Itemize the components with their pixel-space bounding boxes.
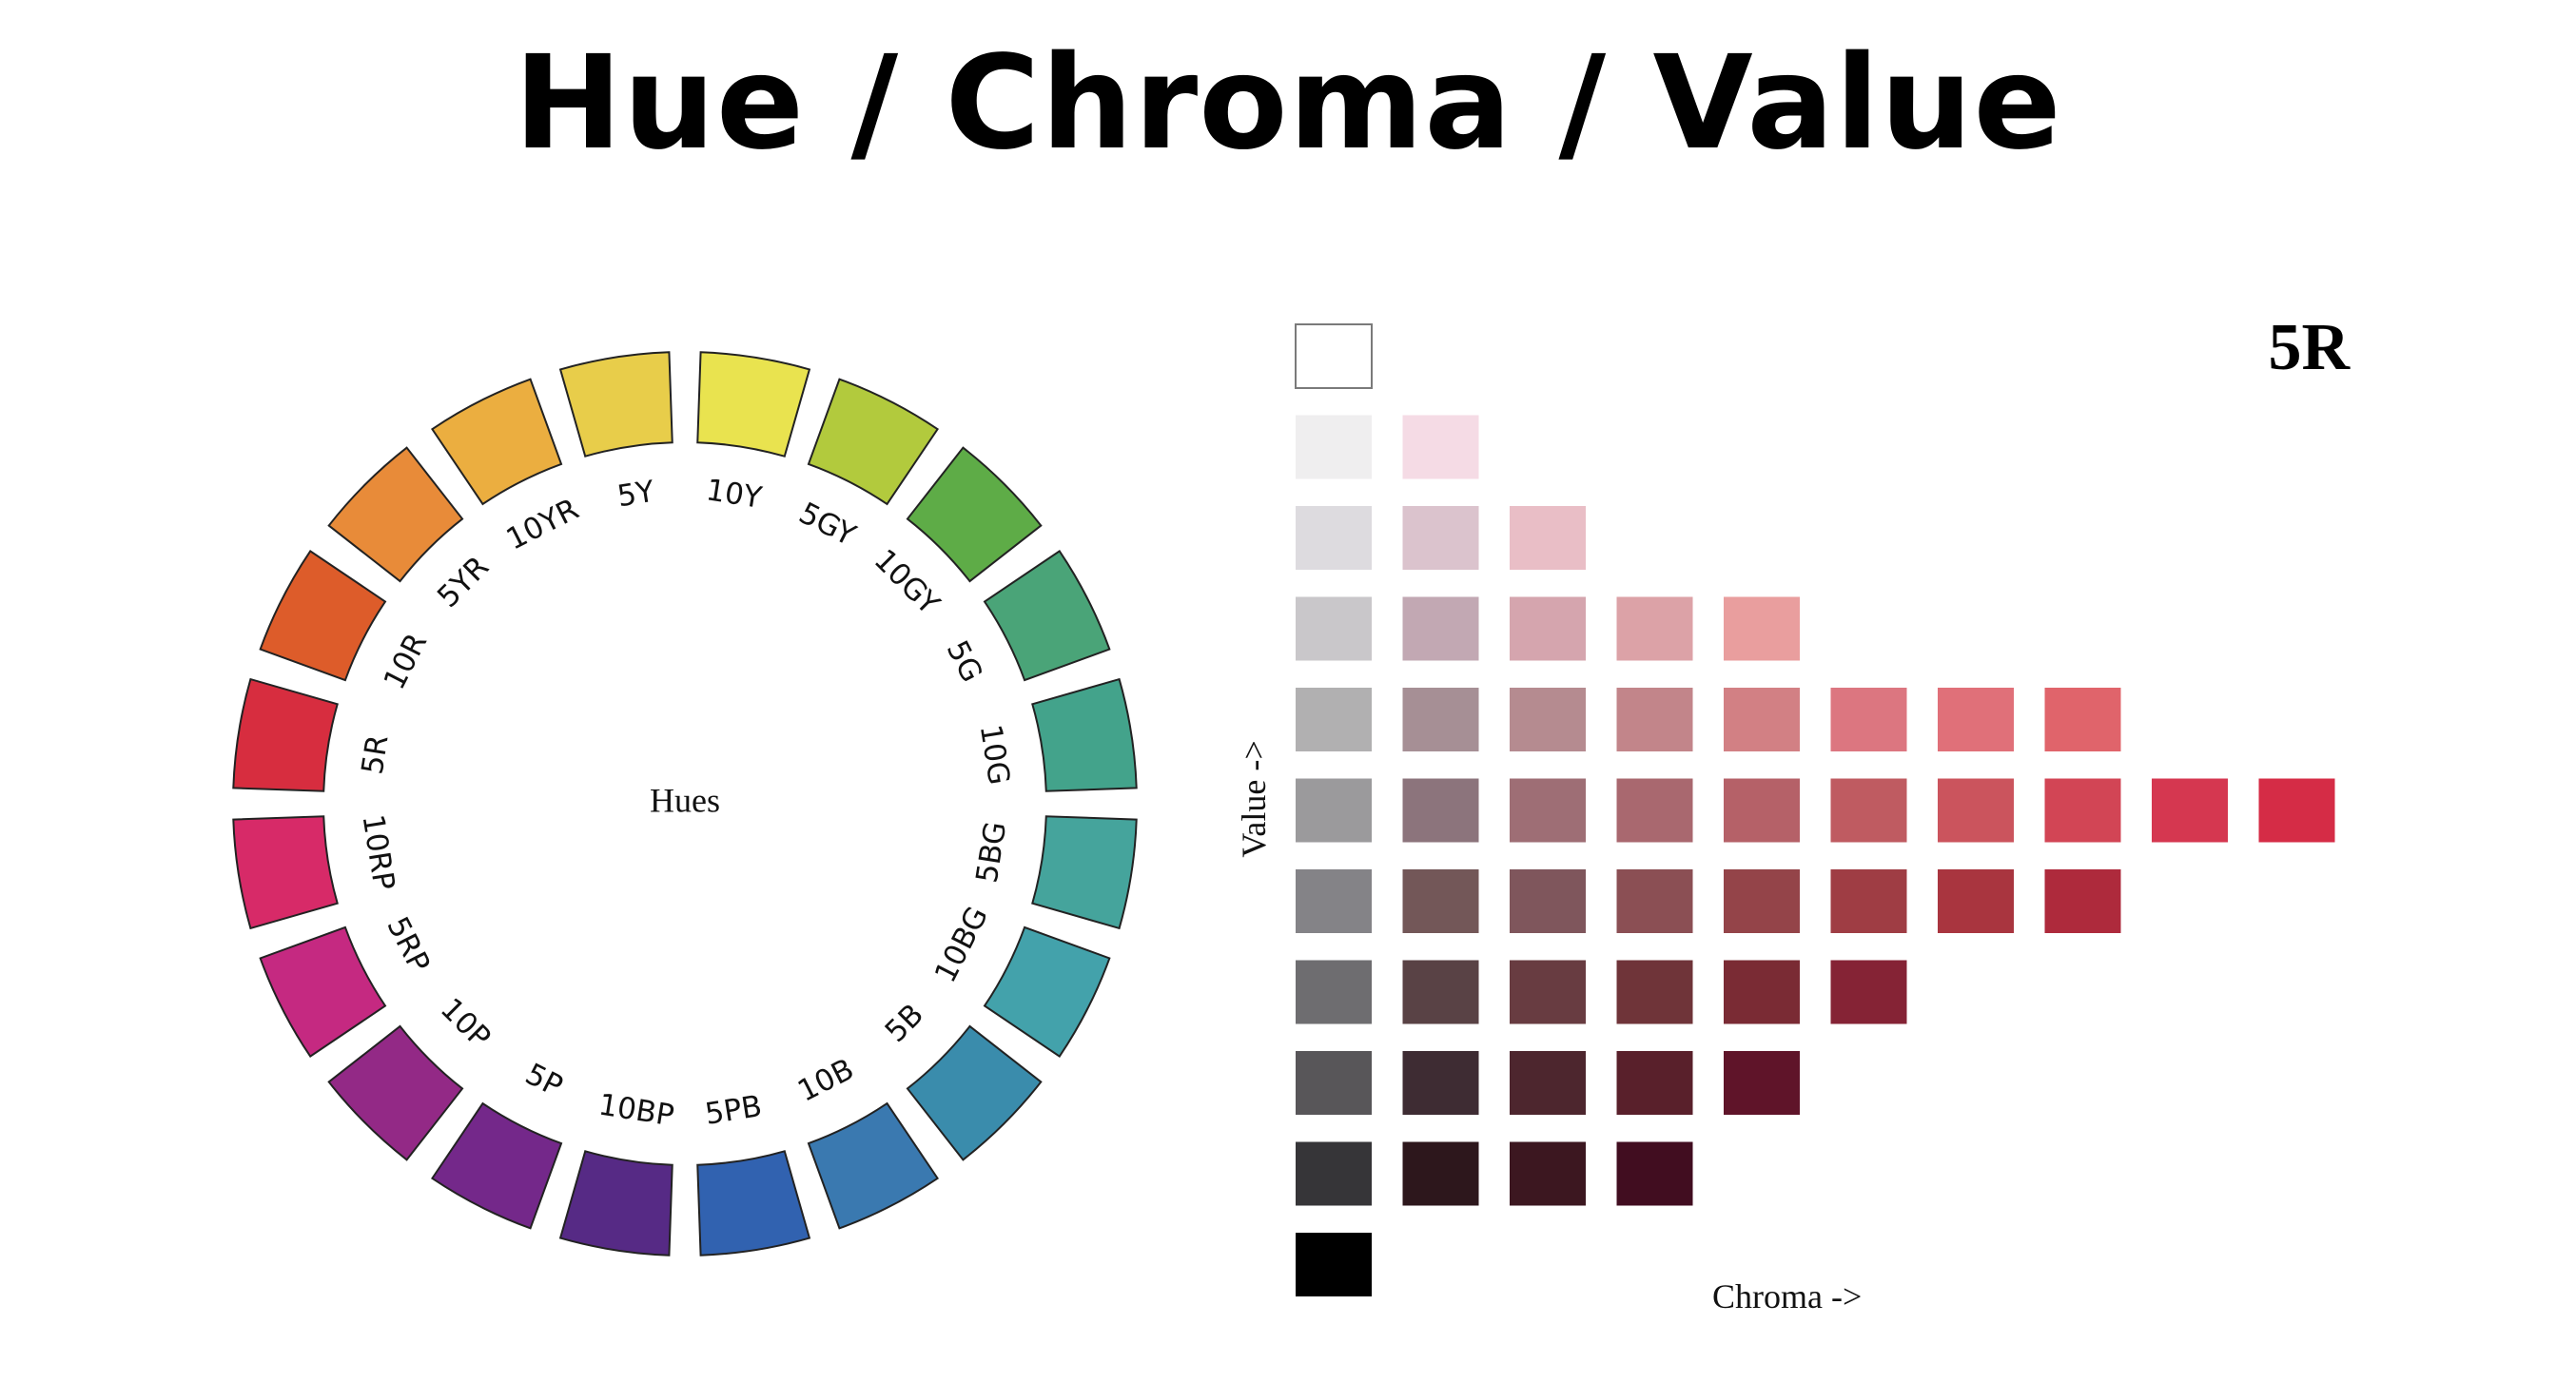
hue-segment-10p <box>327 1024 464 1161</box>
chip-value-5-chroma-1 <box>1402 778 1479 843</box>
chip-value-2-chroma-0 <box>1296 1051 1372 1115</box>
hue-wheel: 10Y5GY10GY5G10G5BG10BG5B10B5PB10BP5P10P5… <box>232 351 1138 1256</box>
chip-value-5-chroma-5 <box>1830 778 1907 843</box>
chip-value-3-chroma-1 <box>1402 960 1479 1024</box>
hue-segment-5p <box>430 1101 563 1230</box>
hue-segment-5rp <box>259 925 387 1059</box>
hue-segment-10bp <box>558 1150 673 1256</box>
chip-value-9-chroma-0 <box>1296 415 1372 479</box>
chip-value-1-chroma-0 <box>1296 1141 1372 1206</box>
chip-value-1-chroma-2 <box>1510 1141 1586 1206</box>
chip-value-9-chroma-1 <box>1402 415 1479 479</box>
value-axis-label: Value -> <box>1235 740 1273 858</box>
hue-segment-5pb <box>696 1150 811 1256</box>
chip-value-2-chroma-4 <box>1724 1051 1800 1115</box>
chip-value-4-chroma-4 <box>1724 869 1800 933</box>
hue-segment-5b <box>906 1024 1043 1161</box>
chip-value-7-chroma-1 <box>1402 596 1479 661</box>
chip-value-7-chroma-0 <box>1296 596 1372 661</box>
hue-segment-10r <box>259 549 387 682</box>
chip-value-6-chroma-4 <box>1724 688 1800 751</box>
hue-segment-5y <box>558 351 673 458</box>
hue-segment-10gy <box>906 446 1043 583</box>
hue-segment-5gy <box>807 378 940 506</box>
chip-value-6-chroma-2 <box>1510 688 1586 751</box>
chip-value-3-chroma-2 <box>1510 960 1586 1024</box>
chip-value-7-chroma-3 <box>1616 596 1693 661</box>
chip-value-5-chroma-0 <box>1296 778 1372 843</box>
chip-value-5-chroma-4 <box>1724 778 1800 843</box>
chip-value-7-chroma-2 <box>1510 596 1586 661</box>
chip-value-6-chroma-5 <box>1830 688 1907 751</box>
chip-value-2-chroma-2 <box>1510 1051 1586 1115</box>
chip-value-8-chroma-2 <box>1510 506 1586 570</box>
hue-segment-5g <box>983 549 1111 682</box>
hue-segment-10bg <box>983 925 1111 1059</box>
chip-value-4-chroma-5 <box>1830 869 1907 933</box>
chip-value-8-chroma-0 <box>1296 506 1372 570</box>
hue-segment-10y <box>696 351 811 458</box>
chip-value-1-chroma-1 <box>1402 1141 1479 1206</box>
chip-value-4-chroma-3 <box>1616 869 1693 933</box>
page-title: Hue / Chroma / Value <box>514 29 2062 179</box>
chip-value-5-chroma-2 <box>1510 778 1586 843</box>
chip-value-5-chroma-7 <box>2044 778 2121 843</box>
chip-value-4-chroma-0 <box>1296 869 1372 933</box>
hue-segment-10rp <box>232 815 339 930</box>
hue-label-5y: 5Y <box>615 475 657 515</box>
chip-value-4-chroma-6 <box>1938 869 2014 933</box>
hue-segment-10yr <box>430 378 563 506</box>
chip-value-5-chroma-6 <box>1938 778 2014 843</box>
chip-value-7-chroma-4 <box>1724 596 1800 661</box>
hue-segment-5r <box>232 677 339 792</box>
chroma-axis-label: Chroma -> <box>1712 1277 1863 1315</box>
chip-value-5-chroma-9 <box>2258 778 2335 843</box>
chip-value-6-chroma-0 <box>1296 688 1372 751</box>
hue-segment-10g <box>1031 677 1138 792</box>
hue-segment-5yr <box>327 446 464 583</box>
chip-value-1-chroma-3 <box>1616 1141 1693 1206</box>
hue-segment-5bg <box>1031 815 1138 930</box>
chip-value-3-chroma-5 <box>1830 960 1907 1024</box>
chip-value-6-chroma-6 <box>1938 688 2014 751</box>
chip-value-4-chroma-2 <box>1510 869 1586 933</box>
chip-value-6-chroma-7 <box>2044 688 2121 751</box>
chip-value-3-chroma-4 <box>1724 960 1800 1024</box>
wheel-center-label: Hues <box>650 781 720 819</box>
chip-value-5-chroma-8 <box>2152 778 2228 843</box>
chip-value-0-chroma-0 <box>1296 1233 1372 1296</box>
chip-value-3-chroma-0 <box>1296 960 1372 1024</box>
chip-value-2-chroma-1 <box>1402 1051 1479 1115</box>
chip-value-6-chroma-1 <box>1402 688 1479 751</box>
chip-value-4-chroma-7 <box>2044 869 2121 933</box>
chip-value-8-chroma-1 <box>1402 506 1479 570</box>
chip-value-4-chroma-1 <box>1402 869 1479 933</box>
chip-value-6-chroma-3 <box>1616 688 1693 751</box>
hue-segment-10b <box>807 1101 940 1230</box>
chip-value-5-chroma-3 <box>1616 778 1693 843</box>
chip-value-3-chroma-3 <box>1616 960 1693 1024</box>
chart-hue-label: 5R <box>2268 311 2350 384</box>
hue-label-5r: 5R <box>356 732 396 776</box>
chip-value-10-chroma-0 <box>1295 323 1373 389</box>
chip-value-2-chroma-3 <box>1616 1051 1693 1115</box>
